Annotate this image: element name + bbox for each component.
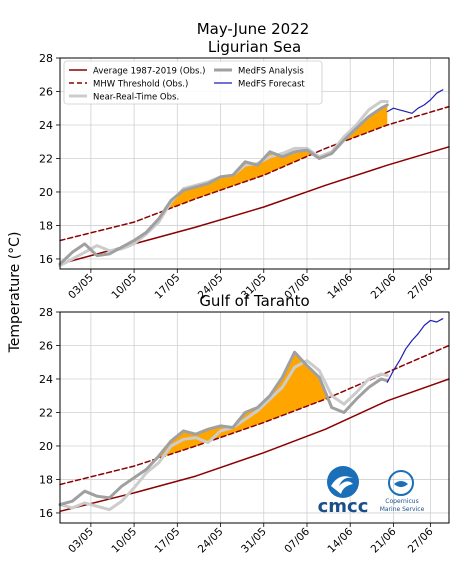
legend: Average 1987-2019 (Obs.) MHW Threshold (O… <box>63 60 323 105</box>
y-tick-label: 24 <box>39 373 53 386</box>
x-tick-label: 14/06 <box>325 525 355 555</box>
copernicus-fish-icon <box>394 481 408 487</box>
legend-label-average: Average 1987-2019 (Obs.) <box>93 67 206 77</box>
average-line <box>59 378 450 513</box>
mhw-fill <box>156 352 328 459</box>
nrt-obs-line <box>58 359 389 512</box>
x-tick-label: 21/06 <box>369 525 399 555</box>
mhw-fill-group <box>164 104 388 211</box>
cmcc-logo-icon <box>327 466 359 498</box>
x-tick-label: 10/05 <box>109 272 139 302</box>
panel-gulf-of-taranto: Gulf of Taranto 16 18 20 22 24 26 28 03/05 10/05 1… <box>39 292 450 556</box>
x-tick-label: 14/06 <box>325 271 355 301</box>
panel-title: Ligurian Sea <box>208 38 301 56</box>
legend-label-forecast: MedFS Forecast <box>238 80 305 90</box>
mhw-fill-group <box>156 352 328 459</box>
forecast-line <box>386 89 444 114</box>
x-tick-label: 27/06 <box>406 271 436 301</box>
legend-frame <box>63 60 323 105</box>
x-tick-label: 21/06 <box>369 271 399 301</box>
panel-title: Gulf of Taranto <box>199 292 309 310</box>
cmcc-logo-text: cmcc <box>318 496 369 517</box>
analysis-line <box>58 103 389 266</box>
copernicus-logo-icon <box>388 470 414 496</box>
y-tick-label: 16 <box>39 253 53 266</box>
axes-frame <box>59 311 450 524</box>
threshold-line <box>59 105 450 242</box>
y-tick-label: 22 <box>39 406 53 419</box>
y-tick-label: 26 <box>39 339 53 352</box>
forecast-line <box>386 318 444 383</box>
x-tick-label: 10/05 <box>109 526 139 556</box>
y-tick-label: 20 <box>39 440 53 453</box>
y-tick-label: 28 <box>39 52 53 65</box>
x-tick-label: 17/05 <box>153 272 183 302</box>
y-tick-label: 18 <box>39 473 53 486</box>
y-tick-label: 28 <box>39 306 53 319</box>
x-tick-label: 03/05 <box>66 526 96 556</box>
x-tick-label: 07/06 <box>282 525 312 555</box>
y-axis-label: Temperature (°C) <box>7 232 23 354</box>
legend-label-analysis: MedFS Analysis <box>238 67 304 77</box>
cmcc-logo-swirl <box>331 476 353 494</box>
y-tick-label: 16 <box>39 507 53 520</box>
mhw-fill <box>164 150 313 211</box>
y-tick-label: 20 <box>39 186 53 199</box>
x-tick-label: 03/05 <box>66 272 96 302</box>
y-tick-label: 18 <box>39 219 53 232</box>
y-tick-label: 26 <box>39 85 53 98</box>
analysis-line <box>58 350 389 507</box>
axes-frame <box>59 57 450 270</box>
legend-label-threshold: MHW Threshold (Obs.) <box>93 80 188 90</box>
x-tick-label: 31/05 <box>239 526 269 556</box>
x-tick-label: 24/05 <box>196 526 226 556</box>
copernicus-logo-text-1: Copernicus <box>385 498 418 505</box>
x-tick-label: 17/05 <box>153 526 183 556</box>
figure-title: May-June 2022 <box>197 20 310 38</box>
copernicus-logo-text-2: Marine Service <box>380 506 425 513</box>
threshold-line <box>59 344 450 486</box>
x-tick-label: 27/06 <box>406 525 436 555</box>
copernicus-logo: Copernicus Marine Service <box>380 470 425 513</box>
legend-label-nrt: Near-Real-Time Obs. <box>93 93 179 103</box>
y-tick-label: 24 <box>39 119 53 132</box>
y-tick-label: 22 <box>39 152 53 165</box>
cmcc-logo: cmcc <box>318 466 369 517</box>
